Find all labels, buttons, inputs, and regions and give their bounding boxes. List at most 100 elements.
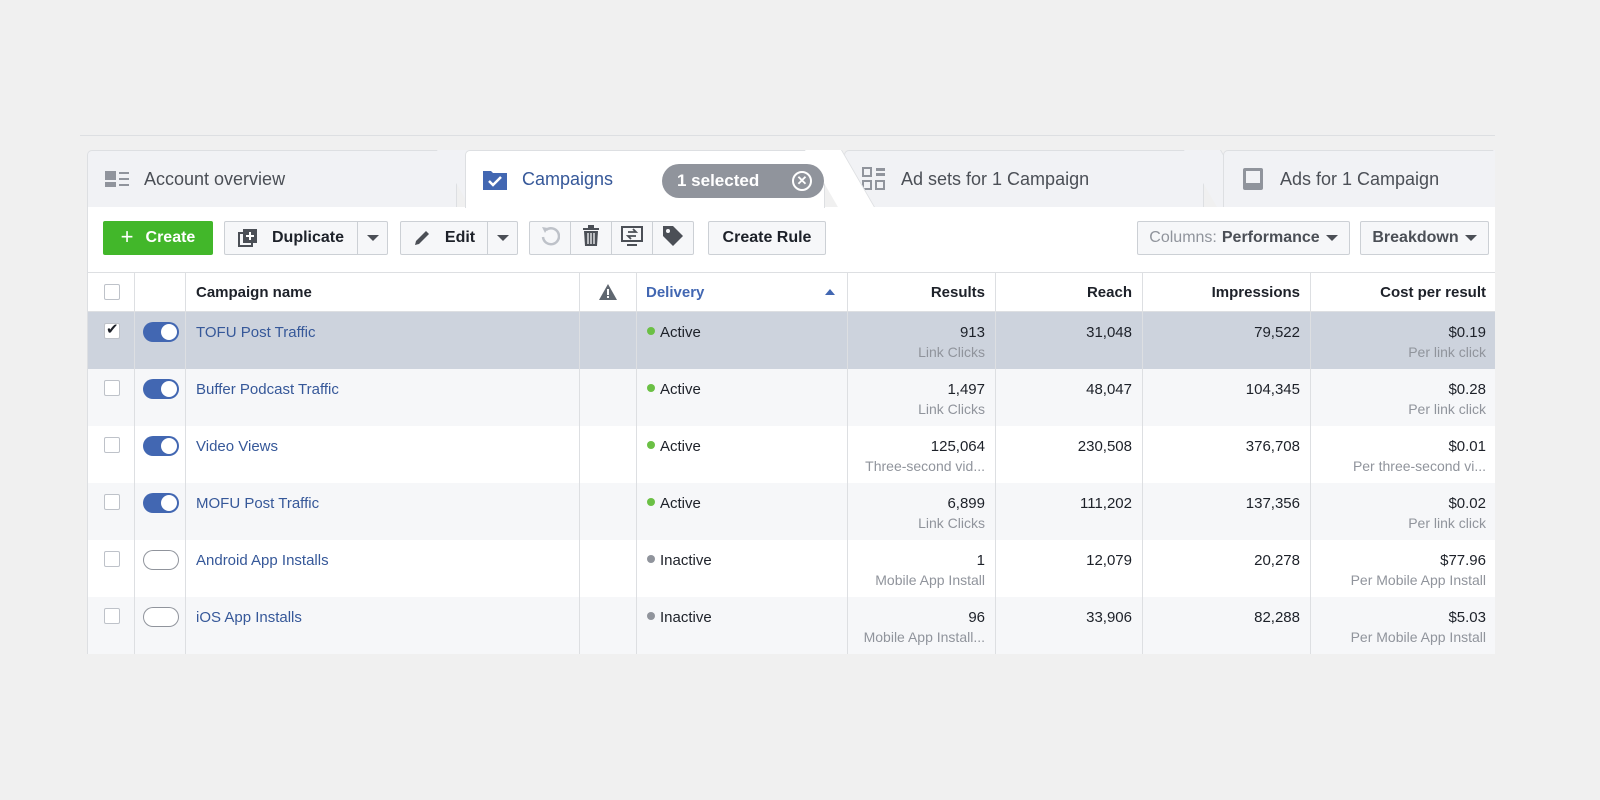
delivery-status: Active	[660, 381, 701, 398]
row-checkbox[interactable]	[104, 437, 120, 453]
campaign-on-off-toggle[interactable]	[143, 493, 179, 513]
table-row[interactable]: MOFU Post Traffic Active 6,899 Link Clicks 1…	[87, 483, 1495, 540]
columns-dropdown[interactable]: Columns: Performance	[1137, 221, 1350, 255]
row-delivery-cell: Inactive	[637, 540, 848, 597]
reach-value: 230,508	[1077, 438, 1132, 455]
cost-per-result-type: Per link click	[1408, 401, 1486, 417]
create-rule-button[interactable]: Create Rule	[708, 221, 826, 255]
row-impressions-cell: 20,278	[1143, 540, 1311, 597]
chevron-down-icon	[1325, 235, 1338, 241]
row-toggle-cell	[135, 369, 186, 426]
table-row[interactable]: Android App Installs Inactive 1 Mobile App …	[87, 540, 1495, 597]
row-delivery-cell: Inactive	[637, 597, 848, 654]
row-results-cell: 1 Mobile App Install	[848, 540, 996, 597]
results-type: Mobile App Install	[875, 572, 985, 588]
chevron-down-icon	[496, 235, 509, 241]
results-value: 125,064	[930, 438, 985, 455]
clear-selection-icon[interactable]: ✕	[792, 171, 812, 191]
row-warning-cell	[580, 540, 637, 597]
select-all-checkbox[interactable]	[104, 284, 120, 300]
table-row[interactable]: iOS App Installs Inactive 96 Mobile App Ins…	[87, 597, 1495, 654]
delete-button[interactable]	[570, 221, 612, 255]
row-results-cell: 96 Mobile App Install...	[848, 597, 996, 654]
duplicate-button-label: Duplicate	[271, 229, 344, 246]
create-button[interactable]: + Create	[103, 221, 213, 255]
results-value: 96	[968, 609, 985, 626]
header-campaign-name[interactable]: Campaign name	[186, 273, 580, 311]
campaign-name-link[interactable]: MOFU Post Traffic	[196, 495, 320, 512]
breakdown-dropdown[interactable]: Breakdown	[1360, 221, 1489, 255]
row-select-cell	[88, 483, 135, 540]
header-reach[interactable]: Reach	[996, 273, 1143, 311]
sort-ascending-icon	[825, 289, 835, 295]
move-button[interactable]	[611, 221, 653, 255]
row-checkbox[interactable]	[104, 380, 120, 396]
campaign-on-off-toggle[interactable]	[143, 322, 179, 342]
campaign-on-off-toggle[interactable]	[143, 436, 179, 456]
row-results-cell: 1,497 Link Clicks	[848, 369, 996, 426]
row-warning-cell	[580, 597, 637, 654]
cost-per-result-type: Per link click	[1408, 344, 1486, 360]
results-type: Three-second vid...	[865, 458, 985, 474]
chevron-down-icon	[366, 235, 379, 241]
pencil-icon	[413, 229, 431, 247]
row-checkbox[interactable]	[104, 551, 120, 567]
table-body: ✔ TOFU Post Traffic Active 913 Link Clicks 31…	[87, 312, 1495, 654]
cost-per-result-value: $0.28	[1448, 381, 1486, 398]
undo-button[interactable]	[529, 221, 571, 255]
ad-icon	[1240, 168, 1266, 190]
delivery-status: Inactive	[660, 609, 712, 626]
row-delivery-cell: Active	[637, 369, 848, 426]
tag-button[interactable]	[652, 221, 694, 255]
campaign-name-link[interactable]: Video Views	[196, 438, 279, 455]
campaign-name-link[interactable]: TOFU Post Traffic	[196, 324, 316, 341]
tab-campaigns[interactable]: Campaigns 1 selected ✕	[465, 150, 825, 208]
account-overview-icon	[104, 168, 130, 190]
tab-ad-sets[interactable]: Ad sets for 1 Campaign	[844, 150, 1204, 207]
header-toggle-cell	[135, 273, 186, 311]
impressions-value: 376,708	[1245, 438, 1300, 455]
reach-value: 111,202	[1080, 495, 1132, 512]
results-value: 913	[959, 324, 985, 341]
duplicate-button[interactable]: Duplicate	[224, 221, 358, 255]
campaign-name-link[interactable]: Android App Installs	[196, 552, 329, 569]
cost-per-result-value: $0.19	[1448, 324, 1486, 341]
create-rule-label: Create Rule	[722, 229, 812, 246]
table-row[interactable]: Buffer Podcast Traffic Active 1,497 Link Cl…	[87, 369, 1495, 426]
delivery-status-dot	[647, 327, 655, 335]
row-cost-cell: $77.96 Per Mobile App Install	[1311, 540, 1495, 597]
table-row[interactable]: Video Views Active 125,064 Three-second vid…	[87, 426, 1495, 483]
edit-button[interactable]: Edit	[400, 221, 488, 255]
header-results[interactable]: Results	[848, 273, 996, 311]
duplicate-dropdown-button[interactable]	[357, 221, 388, 255]
campaign-on-off-toggle[interactable]	[143, 379, 179, 399]
table-row[interactable]: ✔ TOFU Post Traffic Active 913 Link Clicks 31…	[87, 312, 1495, 369]
row-checkbox[interactable]	[104, 608, 120, 624]
results-value: 1	[976, 552, 985, 569]
grid-icon	[861, 167, 887, 190]
campaign-on-off-toggle[interactable]	[143, 550, 179, 570]
cost-per-result-type: Per link click	[1408, 515, 1486, 531]
delivery-status-dot	[647, 441, 655, 449]
campaign-name-link[interactable]: Buffer Podcast Traffic	[196, 381, 339, 398]
tab-account-overview[interactable]: Account overview	[87, 150, 457, 207]
row-select-cell	[88, 369, 135, 426]
row-checkbox[interactable]: ✔	[104, 321, 120, 339]
campaign-on-off-toggle[interactable]	[143, 607, 179, 627]
tab-ads[interactable]: Ads for 1 Campaign	[1223, 150, 1495, 207]
tab-ad-sets-label: Ad sets for 1 Campaign	[901, 168, 1090, 189]
row-name-cell: Buffer Podcast Traffic	[186, 369, 580, 426]
header-cost-per-result[interactable]: Cost per result	[1380, 284, 1486, 301]
header-warnings[interactable]	[580, 273, 637, 311]
header-impressions[interactable]: Impressions	[1143, 273, 1311, 311]
impressions-value: 20,278	[1254, 552, 1300, 569]
row-checkbox[interactable]	[104, 494, 120, 510]
header-delivery[interactable]: Delivery	[637, 273, 848, 311]
campaign-name-link[interactable]: iOS App Installs	[196, 609, 302, 626]
header-select-all-cell	[88, 273, 135, 311]
top-divider	[80, 135, 1495, 136]
edit-dropdown-button[interactable]	[487, 221, 518, 255]
delivery-status: Active	[660, 324, 701, 341]
row-toggle-cell	[135, 426, 186, 483]
results-type: Mobile App Install...	[863, 629, 985, 645]
